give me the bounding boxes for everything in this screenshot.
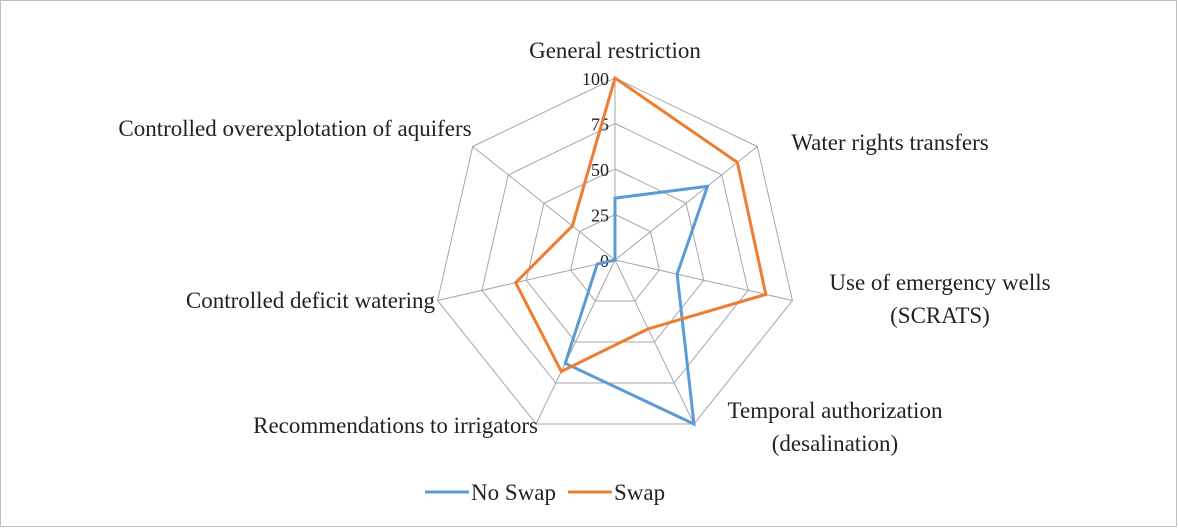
tick-label: 100 bbox=[582, 69, 609, 89]
category-label: General restriction bbox=[529, 38, 701, 63]
grid-ring bbox=[570, 213, 660, 302]
tick-label: 25 bbox=[591, 206, 609, 226]
category-label: Controlled overexplotation of aquifers bbox=[118, 116, 472, 141]
grid-ring bbox=[525, 168, 705, 343]
series-line bbox=[563, 184, 710, 427]
legend-label: Swap bbox=[614, 480, 665, 505]
spoke bbox=[614, 259, 695, 425]
category-label: Temporal authorization (desalination) bbox=[727, 398, 943, 456]
spoke bbox=[535, 259, 616, 425]
category-label: Controlled deficit watering bbox=[185, 288, 435, 313]
spoke bbox=[614, 146, 758, 261]
grid-ring bbox=[481, 122, 749, 384]
category-label: Use of emergency wells (SCRATS) bbox=[829, 270, 1051, 328]
spoke bbox=[437, 259, 616, 301]
spoke bbox=[472, 146, 616, 261]
category-label: Water rights transfers bbox=[791, 130, 989, 155]
legend-label: No Swap bbox=[471, 480, 556, 505]
series-line bbox=[513, 75, 768, 374]
tick-label: 50 bbox=[591, 160, 609, 180]
grid-ring bbox=[437, 77, 793, 425]
category-label: Recommendations to irrigators bbox=[253, 413, 538, 438]
